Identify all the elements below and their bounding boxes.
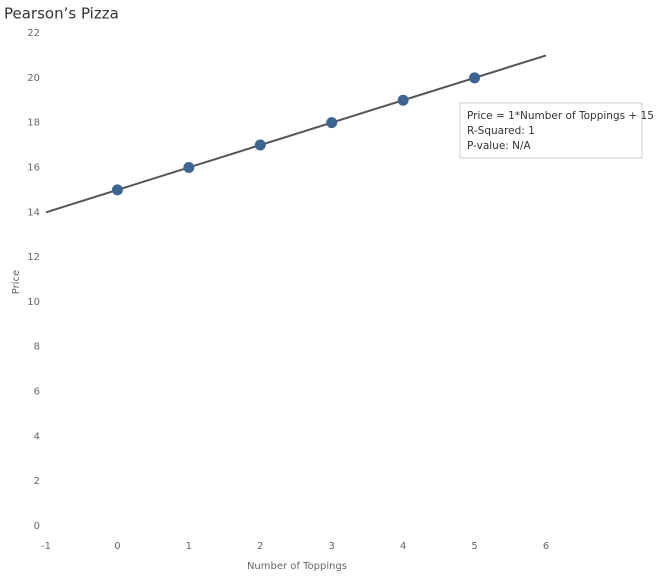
point	[111, 184, 123, 196]
y-tick-label: 12	[27, 252, 40, 263]
y-tick-label: 18	[27, 118, 40, 129]
annotation-text: P-value: N/A	[467, 140, 532, 152]
annotation-text: Price = 1*Number of Toppings + 15	[467, 110, 654, 122]
y-tick-label: 6	[34, 387, 40, 398]
x-tick-label: 3	[329, 541, 335, 552]
y-tick-label: 10	[27, 297, 40, 308]
chart-title: Pearson’s Pizza	[4, 5, 119, 23]
y-tick-label: 8	[34, 342, 40, 353]
x-tick-label: -1	[41, 541, 51, 552]
annotation-text: R-Squared: 1	[467, 125, 535, 137]
x-tick-label: 2	[257, 541, 263, 552]
point	[397, 94, 409, 106]
point	[183, 161, 195, 173]
y-tick-label: 22	[27, 28, 40, 39]
x-tick-label: 0	[114, 541, 120, 552]
y-tick-label: 2	[34, 476, 40, 487]
trend-line	[45, 54, 547, 214]
x-tick-label: 5	[471, 541, 477, 552]
x-tick-label: 6	[543, 541, 549, 552]
point	[326, 117, 338, 129]
point	[469, 72, 481, 84]
y-tick-label: 0	[34, 521, 40, 532]
y-tick-label: 4	[34, 431, 40, 442]
x-axis-label: Number of Toppings	[247, 561, 347, 572]
y-tick-label: 14	[27, 207, 40, 218]
point	[254, 139, 266, 151]
x-tick-label: 4	[400, 541, 406, 552]
x-tick-label: 1	[186, 541, 192, 552]
y-tick-label: 20	[27, 73, 40, 84]
y-axis-label: Price	[11, 270, 22, 294]
y-tick-label: 16	[27, 162, 40, 173]
annotation-box	[459, 102, 643, 159]
